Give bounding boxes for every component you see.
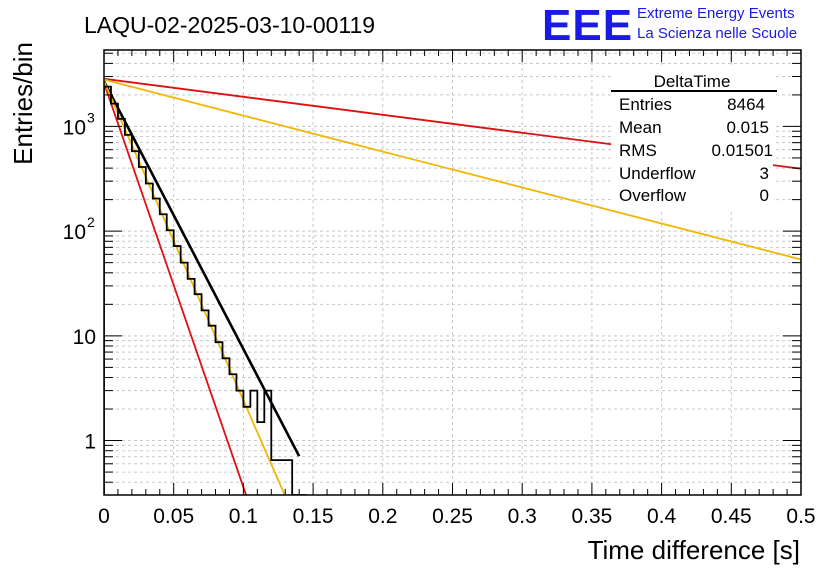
stats-value-rms: 0.01501 [712,141,773,160]
x-tick-label: 0.2 [368,505,397,528]
x-tick-label: 0.25 [432,505,473,528]
stats-value-overflow: 0 [760,186,769,205]
stats-label-mean: Mean [619,118,662,137]
y-tick-label: 1 [84,431,96,454]
x-tick-label: 0.05 [153,505,194,528]
x-tick-label: 0.5 [786,505,815,528]
fit-curve-yellow-shallow [104,78,801,261]
histogram-bins [104,85,307,495]
x-tick-label: 0 [98,505,110,528]
y-tick-label: 10 [63,116,86,139]
eee-logo-mark: EEE [542,1,633,50]
stats-label-underflow: Underflow [619,164,696,183]
stats-label-overflow: Overflow [619,186,687,205]
y-tick-exponent: 2 [87,214,95,230]
axes: 0 0.05 0.1 0.15 0.2 0.25 0.3 0.35 0.4 0.45 0.5 1 10 1… [63,49,816,528]
stats-box: DeltaTime Entries 8464 Mean 0.015 RMS 0.… [611,67,777,210]
stats-value-mean: 0.015 [726,118,769,137]
stats-label-entries: Entries [619,95,672,114]
y-axis-label: Entries/bin [8,42,38,165]
grid [104,50,801,495]
x-tick-label: 0.4 [647,505,677,528]
fit-curve-red-steep [104,82,248,495]
x-tick-label: 0.15 [293,505,334,528]
logo-line-1: Extreme Energy Events [637,5,795,22]
y-tick-label: 10 [73,326,96,349]
y-tick-exponent: 3 [87,109,95,125]
x-tick-label: 0.45 [711,505,752,528]
fit-curve-black-fit [104,80,301,457]
x-axis-label: Time difference [s] [588,535,800,565]
x-tick-label: 0.35 [571,505,612,528]
histogram-outline [104,85,307,495]
x-tick-label: 0.1 [229,505,258,528]
stats-value-underflow: 3 [760,164,769,183]
logo-line-2: La Scienza nelle Scuole [637,25,797,42]
stats-label-rms: RMS [619,141,657,160]
x-tick-label: 0.3 [508,505,537,528]
stats-box-title: DeltaTime [654,72,731,91]
chart-title: LAQU-02-2025-03-10-00119 [84,12,375,38]
stats-value-entries: 8464 [727,95,765,114]
y-tick-label: 10 [63,221,86,244]
